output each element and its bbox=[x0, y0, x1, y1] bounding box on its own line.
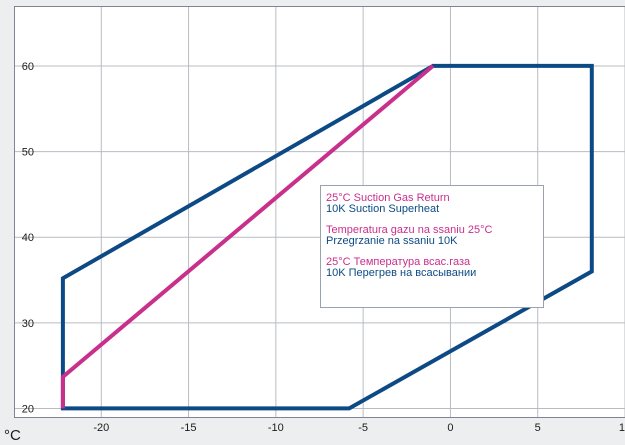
legend-group: 25°C Suction Gas Return 10K Suction Super… bbox=[326, 193, 543, 215]
legend-entry: 10K Suction Superheat bbox=[326, 203, 440, 215]
y-tick-label: 60 bbox=[22, 61, 34, 73]
y-tick-label: 50 bbox=[22, 147, 34, 159]
x-tick-label: -15 bbox=[181, 422, 197, 434]
envelope-line-blue bbox=[60, 63, 594, 411]
legend-entry: Przegrzanie na ssaniu 10K bbox=[326, 235, 458, 247]
legend-entry: 25°C Температура всас.газа bbox=[326, 256, 471, 268]
x-tick-labels: -20 -15 -10 -5 0 5 10 bbox=[93, 422, 625, 434]
x-tick-label: 10 bbox=[619, 422, 625, 434]
x-tick-label: -5 bbox=[358, 422, 368, 434]
x-unit-label: °C bbox=[4, 427, 21, 444]
y-tick-label: 40 bbox=[22, 232, 34, 244]
y-tick-labels: 20 30 40 50 60 bbox=[22, 61, 34, 416]
legend-group: 25°C Температура всас.газа 10K Перегрев н… bbox=[326, 257, 543, 279]
x-tick-label: 0 bbox=[447, 422, 453, 434]
series-layer bbox=[60, 63, 594, 411]
x-tick-label: -10 bbox=[268, 422, 284, 434]
legend-group: Temperatura gazu na ssaniu 25°C Przegrzan… bbox=[326, 225, 543, 247]
legend-entry: 10K Перегрев на всасывании bbox=[326, 267, 477, 279]
envelope-line-magenta bbox=[60, 64, 435, 409]
legend: 25°C Suction Gas Return 10K Suction Super… bbox=[320, 185, 544, 308]
x-tick-label: -20 bbox=[93, 422, 109, 434]
x-tick-label: 5 bbox=[535, 422, 541, 434]
y-tick-label: 30 bbox=[22, 318, 34, 330]
legend-entry: Temperatura gazu na ssaniu 25°C bbox=[326, 224, 493, 236]
legend-entry: 25°C Suction Gas Return bbox=[326, 192, 450, 204]
y-tick-label: 20 bbox=[22, 403, 34, 415]
plot-frame bbox=[14, 6, 625, 418]
